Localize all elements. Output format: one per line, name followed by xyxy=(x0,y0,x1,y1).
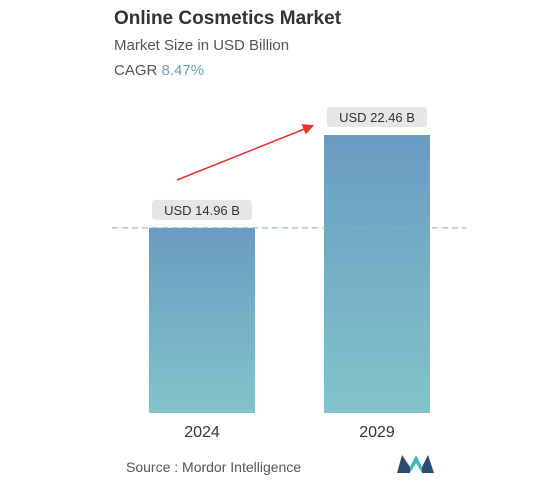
x-tick-label-2029: 2029 xyxy=(359,424,395,441)
data-label-2029: USD 22.46 B xyxy=(339,110,415,125)
chart-subtitle: Market Size in USD Billion xyxy=(114,37,290,54)
data-label-2024: USD 14.96 B xyxy=(164,203,240,218)
bar-2024 xyxy=(149,227,255,413)
source-name: Mordor Intelligence xyxy=(182,459,302,475)
data-label-box-2029 xyxy=(327,107,427,127)
bar-2029 xyxy=(324,135,430,413)
logo-left-shape xyxy=(397,455,410,473)
cagr-value: 8.47% xyxy=(161,62,205,79)
chart-title: Online Cosmetics Market xyxy=(114,8,342,29)
growth-arrow-icon xyxy=(176,124,315,181)
data-label-box-2024 xyxy=(152,199,252,220)
source-line: Source : Mordor Intelligence xyxy=(126,459,301,475)
cagr-line: CAGR 8.47% xyxy=(114,62,204,79)
logo-middle-shape xyxy=(410,455,422,473)
x-tick-label-2024: 2024 xyxy=(184,424,220,441)
logo-right-shape xyxy=(422,455,434,473)
cagr-label: CAGR xyxy=(114,62,158,79)
mordor-logo-icon xyxy=(397,455,434,473)
source-label: Source : xyxy=(126,459,179,475)
